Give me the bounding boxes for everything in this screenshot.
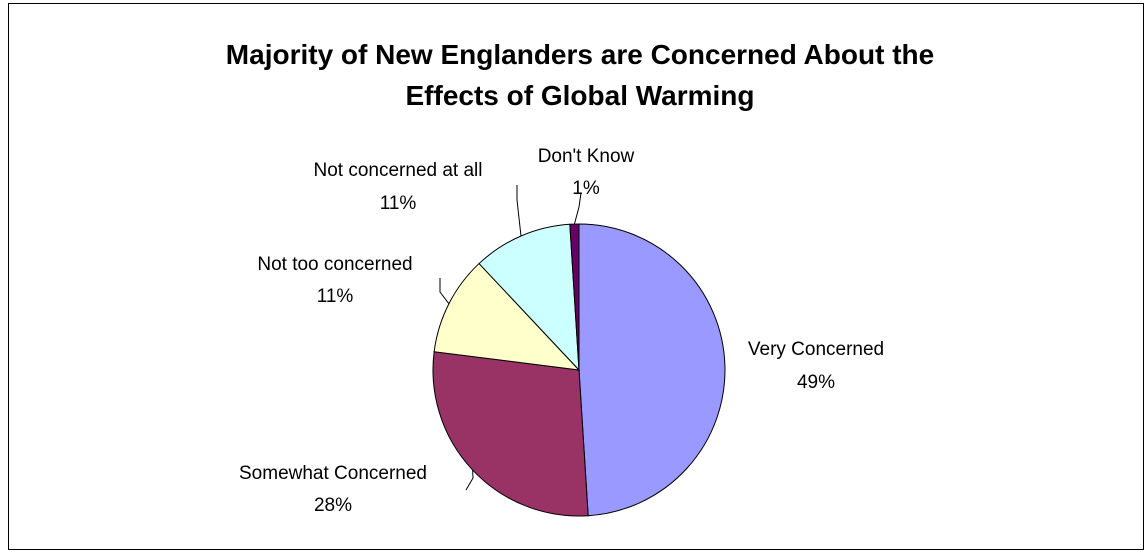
chart-title-line-1: Majority of New Englanders are Concerned… [225, 39, 935, 70]
leader-line-somewhat-concerned [465, 469, 474, 491]
pie-slice-not-too-concerned [433, 262, 581, 371]
slice-value-not-too-concerned: 11% [317, 286, 354, 307]
slice-label-somewhat-concerned: Somewhat Concerned [239, 463, 427, 484]
leader-lines [439, 185, 582, 491]
leader-line-not-too-concerned [439, 278, 450, 305]
slice-value-dont-know: 1% [572, 178, 600, 199]
leader-line-not-concerned-at-all [516, 185, 522, 237]
slice-label-dont-know: Don't Know [538, 146, 635, 167]
pie-slice-not-concerned-at-all [478, 223, 580, 372]
pie-slices [432, 223, 726, 517]
slice-value-somewhat-concerned: 28% [314, 495, 352, 516]
slice-label-not-concerned-at-all: Not concerned at all [314, 160, 483, 181]
pie-slice-somewhat-concerned [432, 351, 589, 517]
slice-value-not-concerned-at-all: 11% [380, 193, 417, 214]
chart-title: Majority of New Englanders are Concerned… [0, 34, 1146, 116]
leader-line-dont-know [573, 192, 582, 225]
slice-label-very-concerned: Very Concerned [748, 339, 884, 360]
pie-slice-very-concerned [578, 223, 726, 517]
slice-value-very-concerned: 49% [797, 372, 835, 393]
slice-label-not-too-concerned: Not too concerned [257, 254, 412, 275]
chart-title-line-2: Effects of Global Warming [405, 80, 755, 111]
